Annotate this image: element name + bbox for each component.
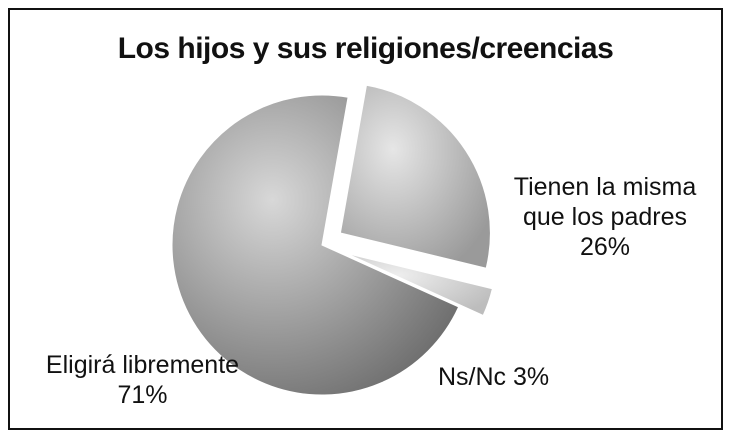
slice-label: Eligirá libremente 71% — [40, 350, 245, 410]
pie-slice — [346, 252, 493, 317]
pie-slice — [339, 84, 491, 269]
category-label: Tienen la misma que los padres — [513, 173, 697, 231]
value-label: 71% — [117, 381, 168, 409]
value-label: 3% — [513, 363, 550, 391]
pie-slice — [171, 94, 460, 396]
slice-label: Tienen la misma que los padres 26% — [495, 172, 715, 262]
chart-frame — [8, 8, 723, 430]
value-label: 26% — [579, 233, 631, 261]
chart-title: Los hijos y sus religiones/creencias — [117, 32, 614, 65]
slice-label: Ns/Nc 3% — [438, 362, 549, 392]
category-label: Eligirá libremente — [45, 351, 240, 379]
category-label: Ns/Nc — [438, 363, 507, 391]
